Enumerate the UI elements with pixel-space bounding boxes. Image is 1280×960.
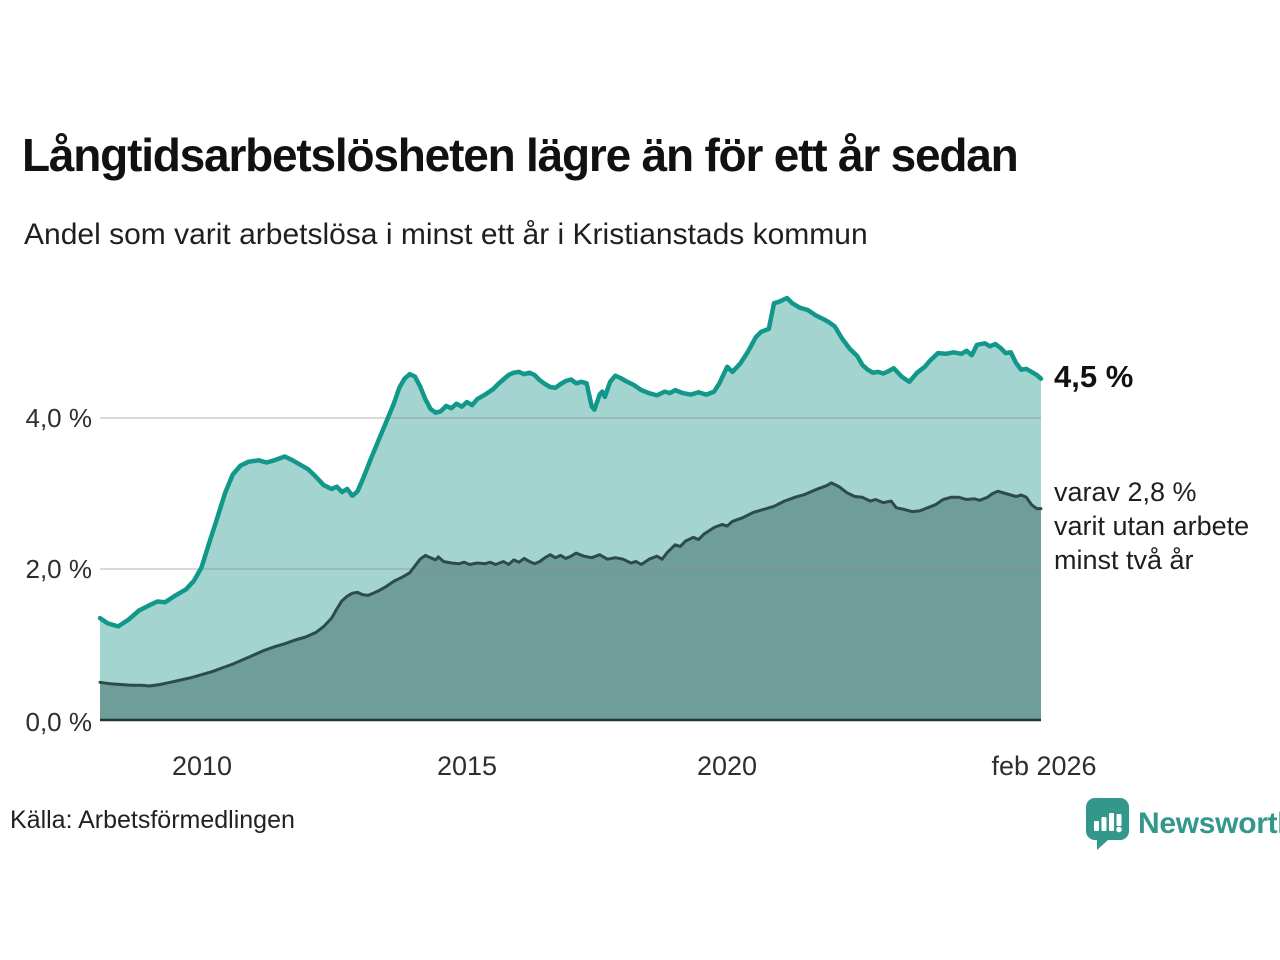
brand-logo: Newsworthy xyxy=(1086,798,1280,850)
lower-series-line xyxy=(98,481,1043,688)
breakdown-label: varav 2,8 % varit utan arbete minst två … xyxy=(1054,475,1249,577)
newsworthy-icon xyxy=(1086,798,1129,850)
page-title: Långtidsarbetslösheten lägre än för ett … xyxy=(22,129,1019,181)
x-tick-2015: 2015 xyxy=(436,751,498,781)
breakdown-line-2: varit utan arbete xyxy=(1054,511,1250,541)
breakdown-line-1: varav 2,8 % xyxy=(1054,477,1197,507)
breakdown-line-3: minst två år xyxy=(1054,545,1194,575)
page-subtitle: Andel som varit arbetslösa i minst ett å… xyxy=(24,218,868,251)
y-tick-4: 4,0 % xyxy=(25,403,93,433)
x-tick-feb-2026: feb 2026 xyxy=(991,751,1097,781)
upper-series-line xyxy=(97,295,1044,629)
lower-area-fill xyxy=(100,482,1041,720)
y-tick-2: 2,0 % xyxy=(25,554,93,584)
brand-name: Newsworthy xyxy=(1138,807,1280,840)
y-tick-0: 0,0 % xyxy=(25,707,93,737)
x-tick-2020: 2020 xyxy=(696,751,758,781)
latest-value-label: 4,5 % xyxy=(1054,359,1134,394)
source-credit: Källa: Arbetsförmedlingen xyxy=(10,806,295,834)
x-tick-2010: 2010 xyxy=(171,751,233,781)
